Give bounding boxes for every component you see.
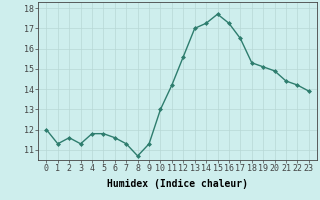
X-axis label: Humidex (Indice chaleur): Humidex (Indice chaleur) bbox=[107, 179, 248, 189]
